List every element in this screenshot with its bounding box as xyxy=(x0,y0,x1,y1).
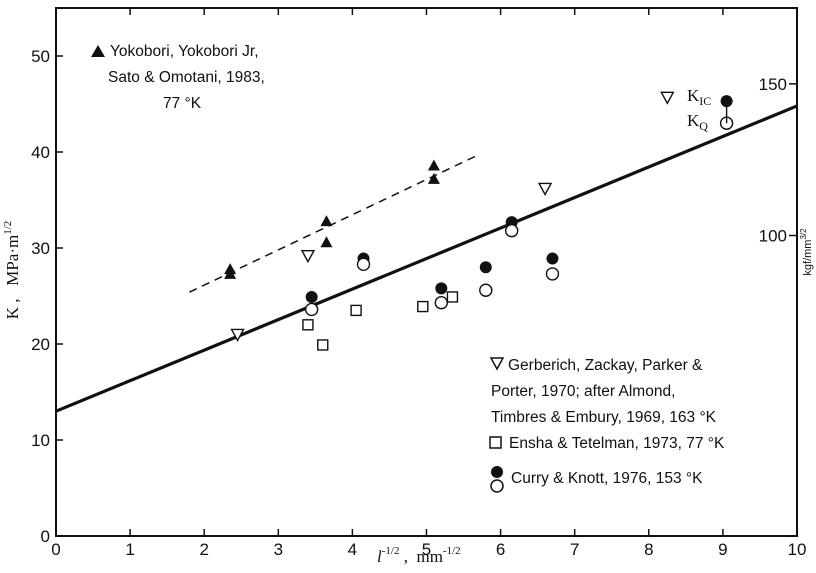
x-tick-label: 3 xyxy=(274,540,283,559)
x-tick-label: 1 xyxy=(125,540,134,559)
kic-label: KIC xyxy=(687,86,711,108)
filled-triangle-point xyxy=(427,172,440,184)
filled-triangle-point xyxy=(320,215,333,227)
filled-circle-point xyxy=(546,252,559,265)
filled-triangle-point xyxy=(224,267,237,279)
legend-yokobori-line-1: Yokobori, Yokobori Jr, xyxy=(110,43,259,60)
dashed-fit-line xyxy=(189,154,479,293)
y-tick-label: 30 xyxy=(31,239,50,258)
filled-triangle-point xyxy=(427,159,440,171)
y-right-tick-label: 100 xyxy=(759,227,787,246)
x-tick-label: 0 xyxy=(51,540,60,559)
plot-frame xyxy=(55,7,798,537)
x-tick-label: 9 xyxy=(718,540,727,559)
legend-open-inverted-triangle-marker xyxy=(489,357,505,371)
legend-filled-triangle-marker xyxy=(91,45,105,57)
open-circle-point xyxy=(304,302,319,317)
x-tick-label: 6 xyxy=(496,540,505,559)
open-circle-point xyxy=(356,257,371,272)
legend-curry-line: Curry & Knott, 1976, 153 °K xyxy=(511,470,703,487)
legend-gerberich-line-2: Porter, 1970; after Almond, xyxy=(491,383,675,400)
y-tick-label: 10 xyxy=(31,431,50,450)
open-inverted-triangle-point xyxy=(300,249,316,264)
legend-filled-circle-marker xyxy=(491,466,503,478)
x-tick-label: 7 xyxy=(570,540,579,559)
legend-gerberich: Gerberich, Zackay, Parker & Porter, 1970… xyxy=(489,357,717,426)
legend-yokobori-line-2: Sato & Omotani, 1983, xyxy=(108,69,265,86)
fit-lines xyxy=(55,104,798,413)
x-axis-label: l-1/2 , mm-1/2 xyxy=(377,545,461,566)
open-square-point xyxy=(350,304,362,317)
solid-fit-line xyxy=(55,104,798,413)
y-right-tick-label: 150 xyxy=(759,75,787,94)
data-points xyxy=(224,91,734,351)
open-square-point xyxy=(417,300,429,313)
open-square-point xyxy=(446,291,459,303)
tick-labels: 0 1 2 3 4 5 6 7 8 9 10 10 20 30 40 50 0 100 150 xyxy=(31,47,806,559)
open-circle-point xyxy=(479,283,493,297)
open-square-point xyxy=(302,319,314,331)
legend-yokobori-line-3: 77 °K xyxy=(163,95,202,112)
legend-gerberich-line-3: Timbres & Embury, 1969, 163 °K xyxy=(491,409,717,426)
y-right-axis-label: kgf/mm3/2 xyxy=(799,228,814,276)
filled-circle-point xyxy=(479,261,492,274)
legend-ensha-line: Ensha & Tetelman, 1973, 77 °K xyxy=(509,435,725,452)
open-inverted-triangle-point xyxy=(230,328,245,342)
legend-ensha: Ensha & Tetelman, 1973, 77 °K xyxy=(489,435,725,452)
x-tick-label: 4 xyxy=(348,540,357,559)
open-inverted-triangle-point xyxy=(537,182,553,196)
axis-ticks xyxy=(55,8,798,536)
open-circle-point xyxy=(434,296,449,310)
legend-open-circle-marker xyxy=(490,479,504,493)
x-tick-label: 10 xyxy=(788,540,807,559)
y-tick-label: 0 xyxy=(41,527,50,546)
open-inverted-triangle-point xyxy=(660,91,675,105)
filled-circle-point xyxy=(435,282,448,295)
open-circle-point xyxy=(545,267,560,281)
y-axis-label: K , MPa·m1/2 xyxy=(2,221,22,320)
x-tick-label: 5 xyxy=(422,540,431,559)
legend-yokobori: Yokobori, Yokobori Jr, Sato & Omotani, 1… xyxy=(91,43,265,112)
open-circle-point xyxy=(505,224,519,238)
legend-open-square-marker xyxy=(489,436,502,449)
filled-circle-point xyxy=(305,290,318,303)
legend-curry: Curry & Knott, 1976, 153 °K xyxy=(490,466,703,493)
kq-label: KQ xyxy=(687,111,708,133)
x-tick-label: 8 xyxy=(644,540,653,559)
y-tick-label: 50 xyxy=(31,47,50,66)
y-tick-label: 40 xyxy=(31,143,50,162)
open-square-point xyxy=(317,339,329,351)
filled-triangle-point xyxy=(320,236,333,248)
y-tick-label: 20 xyxy=(31,335,50,354)
x-tick-label: 2 xyxy=(199,540,208,559)
legend-gerberich-line-1: Gerberich, Zackay, Parker & xyxy=(508,357,703,374)
